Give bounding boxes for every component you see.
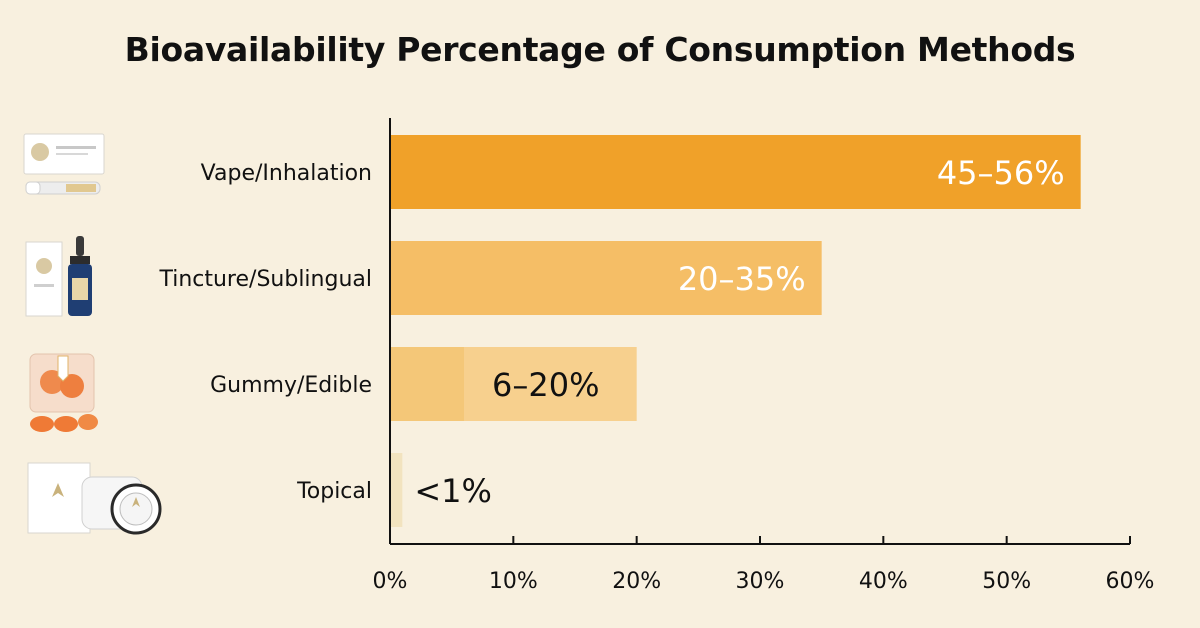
category-label: Topical bbox=[296, 479, 372, 504]
x-tick-label: 30% bbox=[736, 569, 785, 594]
category-label: Tincture/Sublingual bbox=[158, 267, 372, 292]
data-label: 6–20% bbox=[492, 366, 599, 404]
x-tick-label: 20% bbox=[612, 569, 661, 594]
topical-product-icon bbox=[24, 455, 164, 544]
bar bbox=[390, 241, 822, 315]
bar bbox=[390, 135, 1081, 209]
vape-product-icon bbox=[20, 130, 110, 214]
gummy-product-icon bbox=[24, 350, 104, 439]
x-tick-label: 0% bbox=[373, 569, 408, 594]
x-tick-label: 50% bbox=[982, 569, 1031, 594]
x-tick-label: 40% bbox=[859, 569, 908, 594]
bar-base-2 bbox=[390, 347, 464, 421]
x-tick-label: 60% bbox=[1106, 569, 1155, 594]
data-label: <1% bbox=[414, 472, 492, 510]
chart-title: Bioavailability Percentage of Consumptio… bbox=[124, 30, 1076, 69]
x-tick-label: 10% bbox=[489, 569, 538, 594]
data-label: 45–56% bbox=[937, 154, 1065, 192]
category-label: Gummy/Edible bbox=[210, 373, 372, 398]
tincture-product-icon bbox=[22, 236, 102, 325]
data-label: 20–35% bbox=[678, 260, 806, 298]
category-label: Vape/Inhalation bbox=[201, 161, 372, 186]
bar bbox=[390, 453, 403, 527]
bar bbox=[464, 347, 637, 421]
